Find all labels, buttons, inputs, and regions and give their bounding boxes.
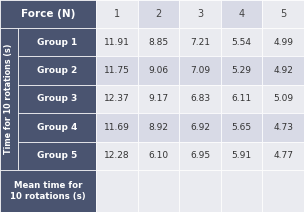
Bar [262,0,304,28]
Text: 11.75: 11.75 [104,66,130,75]
Text: Group 2: Group 2 [37,66,77,75]
Text: 3: 3 [197,9,203,19]
Bar [221,0,262,28]
Bar [0,0,96,28]
Bar [18,142,96,170]
Bar [262,170,304,212]
Text: 9.17: 9.17 [148,95,168,103]
Bar [179,28,221,56]
Text: 4.92: 4.92 [273,66,293,75]
Bar [18,28,96,56]
Text: 6.10: 6.10 [148,151,168,160]
Bar [179,113,221,142]
Bar [96,142,138,170]
Bar [18,113,96,142]
Bar [262,56,304,85]
Bar [221,85,262,113]
Bar [138,113,179,142]
Text: Time for 10 rotations (s): Time for 10 rotations (s) [5,44,13,154]
Bar [18,56,96,85]
Text: 5.91: 5.91 [232,151,252,160]
Bar [179,56,221,85]
Text: 6.83: 6.83 [190,95,210,103]
Bar [138,170,179,212]
Text: 8.92: 8.92 [148,123,168,132]
Bar [221,142,262,170]
Bar [262,113,304,142]
Text: 7.21: 7.21 [190,38,210,47]
Text: Mean time for
10 rotations (s): Mean time for 10 rotations (s) [10,181,86,201]
Text: Group 3: Group 3 [37,95,77,103]
Text: 5.29: 5.29 [232,66,252,75]
Bar [0,28,18,170]
Text: 5.65: 5.65 [232,123,252,132]
Bar [96,85,138,113]
Text: 2: 2 [155,9,161,19]
Bar [179,0,221,28]
Bar [262,85,304,113]
Bar [221,170,262,212]
Text: 9.06: 9.06 [148,66,168,75]
Text: Group 4: Group 4 [37,123,77,132]
Text: 5.54: 5.54 [232,38,252,47]
Bar [179,85,221,113]
Bar [221,56,262,85]
Bar [0,170,96,212]
Text: 4: 4 [239,9,245,19]
Bar [221,28,262,56]
Text: 12.37: 12.37 [104,95,130,103]
Text: Group 5: Group 5 [37,151,77,160]
Bar [179,170,221,212]
Bar [221,113,262,142]
Text: 8.85: 8.85 [148,38,168,47]
Text: 6.95: 6.95 [190,151,210,160]
Bar [138,0,179,28]
Text: 11.91: 11.91 [104,38,130,47]
Bar [96,56,138,85]
Text: 4.77: 4.77 [273,151,293,160]
Text: 6.11: 6.11 [232,95,252,103]
Text: 7.09: 7.09 [190,66,210,75]
Bar [138,142,179,170]
Bar [262,142,304,170]
Bar [138,85,179,113]
Bar [96,28,138,56]
Text: 11.69: 11.69 [104,123,130,132]
Bar [179,142,221,170]
Text: 6.92: 6.92 [190,123,210,132]
Text: 5: 5 [280,9,286,19]
Bar [96,113,138,142]
Bar [138,28,179,56]
Text: 5.09: 5.09 [273,95,293,103]
Text: 1: 1 [114,9,120,19]
Text: 4.99: 4.99 [273,38,293,47]
Bar [138,56,179,85]
Text: 4.73: 4.73 [273,123,293,132]
Bar [262,28,304,56]
Text: Group 1: Group 1 [37,38,77,47]
Text: 12.28: 12.28 [104,151,130,160]
Bar [18,85,96,113]
Text: Force (N): Force (N) [21,9,75,19]
Bar [96,0,138,28]
Bar [96,170,138,212]
